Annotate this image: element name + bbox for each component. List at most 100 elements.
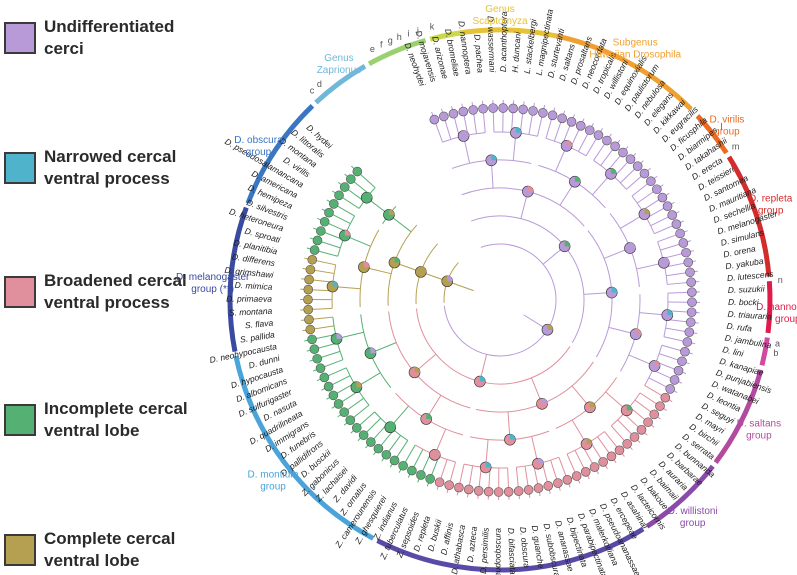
clade-ring-segment: [713, 369, 764, 464]
clade-group-label: Hawaiian Drosophila: [589, 50, 681, 61]
tip-state-marker: [547, 110, 558, 121]
clade-group-label: Scaptomyza: [472, 16, 527, 27]
clade-ring-segment: [429, 30, 463, 42]
node-state-slice: [363, 261, 370, 268]
clade-letter: g: [388, 36, 393, 46]
clade-letter: f: [380, 40, 383, 50]
clade-ring-segment: [645, 464, 715, 529]
tip-state-marker: [407, 465, 417, 476]
clade-ring-segment: [759, 337, 770, 366]
tip-state-marker: [312, 235, 323, 246]
clade-group-label: D. virilis: [709, 115, 744, 126]
tip-state-marker: [622, 439, 632, 449]
taxon-label: D. bocki: [728, 297, 760, 307]
clade-ring-segment: [227, 206, 249, 352]
tip-state-marker: [625, 154, 636, 164]
tip-state-marker: [309, 344, 320, 354]
clade-group-label: Subgenus: [613, 38, 658, 49]
tip-state-marker: [352, 166, 363, 177]
node-state-slice: [667, 309, 673, 316]
node-state-slice: [564, 240, 571, 247]
tip-state-marker: [381, 449, 392, 460]
tip-state-marker: [429, 114, 440, 125]
tip-state-marker: [686, 307, 697, 318]
tip-state-marker: [589, 462, 600, 472]
node-state-slice: [388, 209, 395, 215]
node-state-slice: [390, 421, 396, 428]
tip-state-marker: [675, 228, 685, 239]
legend-label: Incomplete cercal: [44, 399, 188, 418]
legend-item-undifferentiated: Undifferentiated cerci: [4, 16, 204, 60]
tip-state-marker: [533, 483, 544, 493]
taxon-label: D. bifasciata: [506, 528, 518, 575]
taxon-label: S. flava: [244, 318, 273, 331]
node-state-slice: [366, 192, 373, 198]
node-state-slice: [547, 324, 553, 330]
incomplete-swatch: [4, 404, 36, 436]
tip-state-marker: [303, 294, 313, 305]
undifferentiated-swatch: [4, 22, 36, 54]
node-state-slice: [527, 186, 534, 192]
clade-ring-segment: [765, 280, 773, 334]
node-state-slice: [414, 366, 421, 373]
branch-arc: [415, 308, 571, 385]
tip-state-marker: [389, 455, 400, 466]
tip-state-marker: [523, 485, 534, 495]
tip-state-marker: [646, 176, 656, 187]
tip-state-marker: [373, 443, 384, 454]
clade-letter: i: [408, 29, 410, 39]
branch-arc: [471, 215, 585, 343]
tip-state-marker: [571, 471, 582, 481]
tip-state-marker: [680, 346, 690, 357]
clade-letter: h: [397, 32, 402, 42]
tip-state-marker: [416, 470, 426, 480]
tip-state-marker: [463, 484, 474, 495]
tip-state-marker: [503, 487, 514, 497]
tip-state-marker: [448, 108, 459, 119]
tip-state-marker: [328, 199, 339, 209]
clade-group-label: group: [714, 127, 740, 138]
tip-state-marker: [434, 477, 445, 488]
tip-state-marker: [483, 486, 494, 497]
legend-item-narrowed: Narrowed cercal ventral process: [4, 146, 204, 190]
taxon-label: D. pseudoobscura: [492, 528, 502, 575]
legend-label: cerci: [44, 39, 84, 58]
clade-ring-segment: [376, 526, 645, 573]
clade-letter: b: [773, 348, 778, 358]
tip-state-marker: [652, 184, 662, 195]
tip-state-marker: [339, 407, 350, 418]
tip-state-marker: [685, 267, 695, 278]
legend-label: ventral lobe: [44, 421, 140, 440]
tip-state-marker: [686, 277, 696, 288]
node-state-slice: [589, 401, 596, 408]
legend-label: Broadened cercal: [44, 271, 187, 290]
complete-swatch: [4, 534, 36, 566]
clade-ring-segment: [314, 64, 367, 105]
tip-state-marker: [346, 174, 356, 184]
tip-state-marker: [636, 425, 647, 435]
legend-label: ventral process: [44, 293, 170, 312]
tip-state-marker: [614, 445, 625, 456]
node-state-slice: [663, 257, 670, 263]
tip-state-marker: [557, 113, 567, 124]
tip-state-marker: [655, 401, 665, 411]
node-state-slice: [479, 376, 486, 382]
node-state-slice: [344, 230, 351, 236]
legend-item-incomplete: Incomplete cercal ventral lobe: [4, 398, 204, 442]
clade-group-label: D. repleta: [749, 193, 793, 204]
tip-state-marker: [538, 108, 548, 118]
tip-state-marker: [305, 264, 316, 275]
node-state-slice: [426, 413, 432, 419]
clade-letter: l: [720, 121, 722, 131]
tip-state-marker: [345, 415, 356, 425]
node-state-slice: [610, 168, 617, 174]
tip-state-marker: [328, 390, 339, 401]
tip-state-marker: [468, 105, 478, 115]
clade-group-label: D. obscura: [234, 135, 283, 146]
clade-ring-segment: [555, 33, 693, 111]
node-state-slice: [626, 404, 633, 411]
tip-state-marker: [334, 190, 344, 201]
clade-letter: e: [370, 44, 375, 54]
tip-state-marker: [667, 210, 677, 220]
tip-state-marker: [618, 147, 628, 158]
